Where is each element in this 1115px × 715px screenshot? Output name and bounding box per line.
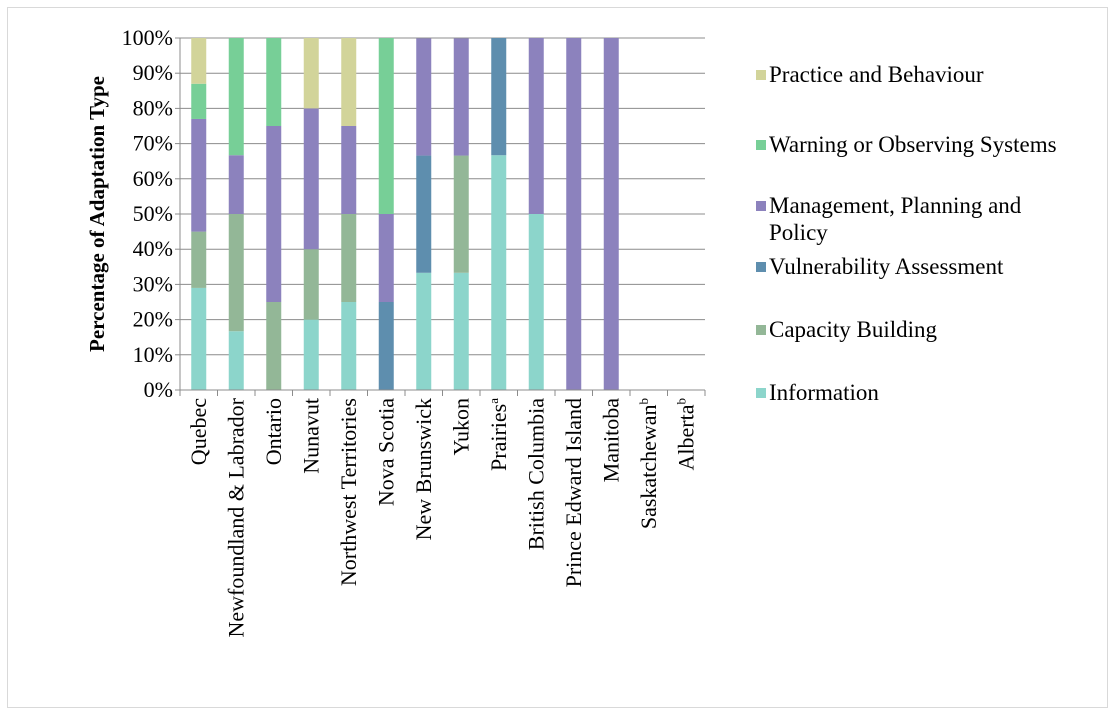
legend-item: Vulnerability Assessment <box>756 254 1004 279</box>
bar-segment <box>191 231 207 288</box>
legend-swatch <box>756 262 766 272</box>
y-tick-label: 100% <box>122 25 173 50</box>
legend-swatch <box>756 201 766 211</box>
bar-segment <box>491 155 507 390</box>
bar-segment <box>378 302 394 390</box>
x-tick-label: New Brunswick <box>411 398 436 540</box>
bar-segment <box>341 214 357 302</box>
x-tick-label: Saskatchewanb <box>636 398 661 529</box>
legend-swatch <box>756 140 766 150</box>
bar-segment <box>303 38 319 109</box>
bar-segment <box>266 126 282 302</box>
x-axis-labels: Quebec Newfoundland & Labrador Ontario Nuna… <box>186 397 699 637</box>
x-tick-label: Prince Edward Island <box>561 398 586 587</box>
x-tick-label: Quebec <box>186 398 211 465</box>
bar-segment <box>228 155 244 214</box>
bar-segment <box>191 287 207 390</box>
x-tick-label: Manitoba <box>598 398 623 483</box>
bar-segment <box>341 126 357 214</box>
x-tick-superscript: a <box>486 398 501 404</box>
bar-segment <box>378 38 394 214</box>
bar-segment <box>303 108 319 250</box>
y-tick-label: 20% <box>133 307 173 332</box>
bar-segment <box>566 38 582 390</box>
x-tick-label: Newfoundland & Labrador <box>223 397 248 637</box>
axes <box>179 38 706 396</box>
x-tick-label: British Columbia <box>523 398 548 550</box>
bar-segment <box>303 319 319 390</box>
x-tick-label: Ontario <box>261 398 286 465</box>
bar-segment <box>453 38 469 156</box>
legend-label: Management, Planning and <box>769 193 1022 218</box>
bar-segment <box>191 83 207 119</box>
y-axis-ticks: 0% 10% 20% 30% 40% 50% 60% 70% 80% 90% 100% <box>122 25 180 402</box>
x-tick-superscript: b <box>636 398 651 405</box>
x-tick-label: Nova Scotia <box>373 398 398 506</box>
x-tick-label: Albertab <box>673 398 698 470</box>
bar-segment <box>266 302 282 390</box>
legend-label: Practice and Behaviour <box>769 62 984 87</box>
y-tick-label: 90% <box>133 60 173 85</box>
x-tick-label: Yukon <box>448 398 473 455</box>
bar-segment <box>528 38 544 214</box>
bar-segment <box>416 155 432 273</box>
x-tick-superscript: b <box>673 398 688 405</box>
legend-item: Information <box>756 380 879 405</box>
legend-label: Capacity Building <box>769 317 938 342</box>
bar-segment <box>228 38 244 156</box>
bar-segment <box>341 38 357 126</box>
gridlines <box>180 37 705 356</box>
y-tick-label: 10% <box>133 342 173 367</box>
x-tick-label: Nunavut <box>298 398 323 474</box>
legend-swatch <box>756 325 766 335</box>
bars <box>191 38 619 390</box>
y-tick-label: 80% <box>133 95 173 120</box>
bar-segment <box>191 118 207 232</box>
legend-item: Warning or Observing Systems <box>756 132 1057 157</box>
bar-segment <box>378 214 394 302</box>
legend-label: Vulnerability Assessment <box>769 254 1004 279</box>
legend-label: Information <box>769 380 879 405</box>
legend-swatch <box>756 70 766 80</box>
bar-segment <box>228 214 244 332</box>
legend-swatch <box>756 388 766 398</box>
y-axis-title: Percentage of Adaptation Type <box>85 76 109 352</box>
legend-label: Warning or Observing Systems <box>769 132 1057 157</box>
bar-segment <box>453 155 469 273</box>
bar-segment <box>528 214 544 390</box>
y-tick-label: 30% <box>133 271 173 296</box>
bar-segment <box>453 272 469 390</box>
bar-segment <box>266 38 282 126</box>
legend-item: Practice and Behaviour <box>756 62 984 87</box>
y-tick-label: 70% <box>133 131 173 156</box>
bar-segment <box>341 302 357 390</box>
x-tick-label: Prairiesa <box>486 398 511 471</box>
bar-segment <box>303 249 319 320</box>
legend-item: Capacity Building <box>756 317 938 342</box>
legend-label: Policy <box>769 220 828 245</box>
bar-segment <box>416 272 432 390</box>
chart-area <box>7 7 1108 708</box>
y-tick-label: 60% <box>133 166 173 191</box>
bar-segment <box>491 38 507 156</box>
legend: Practice and Behaviour Warning or Observi… <box>756 62 1057 405</box>
y-tick-label: 50% <box>133 201 173 226</box>
y-tick-label: 40% <box>133 236 173 261</box>
bar-segment <box>191 38 207 84</box>
bar-segment <box>603 38 619 390</box>
y-tick-label: 0% <box>144 377 173 402</box>
bar-segment <box>416 38 432 156</box>
x-tick-label: Northwest Territories <box>336 398 361 586</box>
bar-segment <box>228 331 244 390</box>
